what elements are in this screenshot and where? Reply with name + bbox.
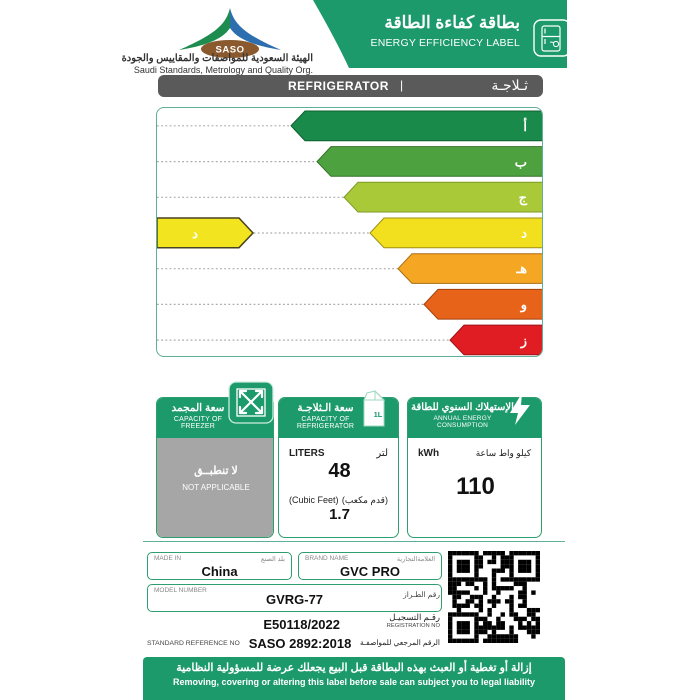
svg-text:و: و (520, 297, 527, 313)
svg-text:ب: ب (515, 155, 527, 170)
svg-text:هـ: هـ (515, 261, 527, 276)
svg-text:ج: ج (519, 190, 528, 206)
svg-text:ز: ز (520, 333, 527, 349)
svg-text:د: د (192, 226, 198, 241)
svg-text:أ: أ (523, 118, 527, 134)
svg-text:1L: 1L (374, 410, 383, 419)
svg-text:د: د (521, 226, 527, 241)
